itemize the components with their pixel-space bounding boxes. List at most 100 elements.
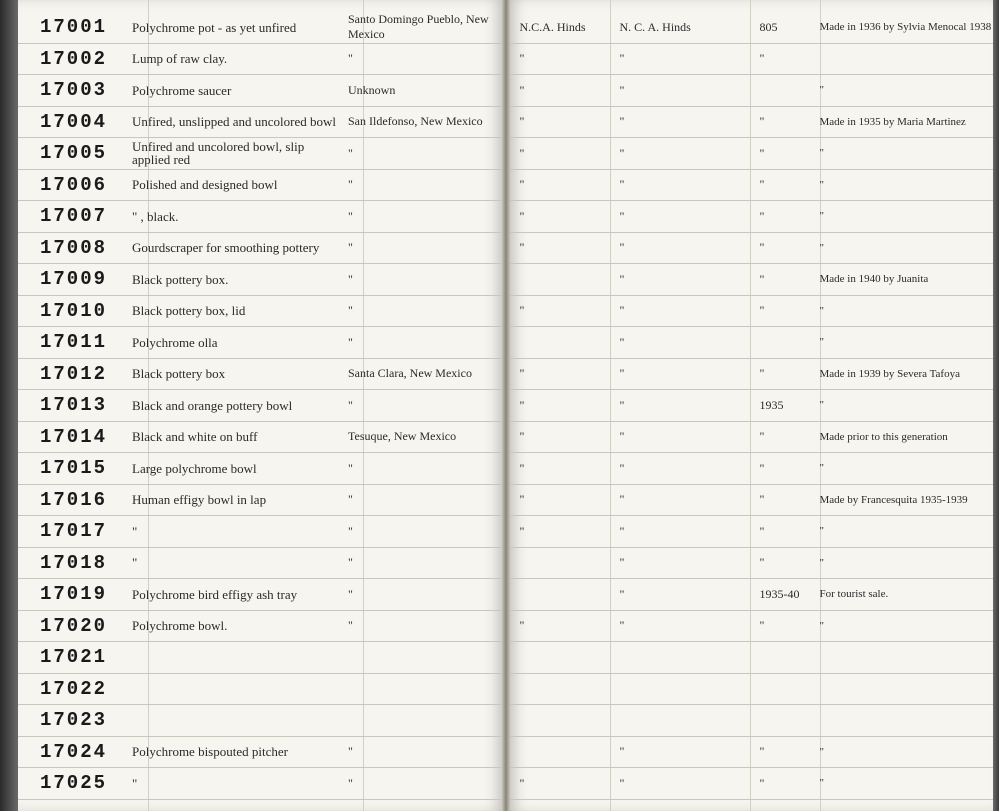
ledger-row xyxy=(510,642,994,674)
collector-col: " xyxy=(520,492,620,507)
catalog-number: 17011 xyxy=(40,331,132,353)
donor-col: " xyxy=(620,51,760,66)
ledger-row: ""Made in 1940 by Juanita xyxy=(510,264,994,296)
catalog-number: 17005 xyxy=(40,142,132,164)
ledger-row: """" xyxy=(510,768,994,800)
item-locality: " xyxy=(348,209,498,224)
ledger-row: ""1935" xyxy=(510,390,994,422)
collector-col: " xyxy=(520,461,620,476)
donor-col: " xyxy=(620,303,760,318)
item-description: Black pottery box. xyxy=(132,273,348,286)
donor-col: " xyxy=(620,177,760,192)
donor-col: " xyxy=(620,524,760,539)
collector-col: N.C.A. Hinds xyxy=(520,20,620,35)
ledger-row: 17014Black and white on buffTesuque, New… xyxy=(18,422,502,454)
remarks-col: " xyxy=(820,179,994,191)
ledger-row: 17013Black and orange pottery bowl" xyxy=(18,390,502,422)
collector-col: " xyxy=(520,83,620,98)
item-description: Polychrome pot - as yet unfired xyxy=(132,21,348,34)
date-col: " xyxy=(760,366,820,381)
item-description: Black pottery box xyxy=(132,367,348,380)
ledger-row: 17025"" xyxy=(18,768,502,800)
ledger-book: 17001Polychrome pot - as yet unfiredSant… xyxy=(0,0,999,811)
collector-col: " xyxy=(520,776,620,791)
item-description: Polychrome olla xyxy=(132,336,348,349)
ledger-row: N.C.A. HindsN. C. A. Hinds805Made in 193… xyxy=(510,12,994,44)
right-edge xyxy=(993,0,999,811)
ledger-row: """" xyxy=(510,516,994,548)
ledger-row: 17016Human effigy bowl in lap" xyxy=(18,485,502,517)
item-description: " , black. xyxy=(132,210,348,223)
ledger-row xyxy=(510,674,994,706)
item-locality: " xyxy=(348,240,498,255)
right-page: N.C.A. HindsN. C. A. Hinds805Made in 193… xyxy=(510,0,994,811)
catalog-number: 17019 xyxy=(40,583,132,605)
ledger-row: 17024Polychrome bispouted pitcher" xyxy=(18,737,502,769)
item-locality: Santa Clara, New Mexico xyxy=(348,366,498,381)
remarks-col: " xyxy=(820,620,994,632)
item-description: Polychrome bird effigy ash tray xyxy=(132,588,348,601)
item-locality: " xyxy=(348,524,498,539)
item-description: Black pottery box, lid xyxy=(132,304,348,317)
date-col: " xyxy=(760,303,820,318)
remarks-col: " xyxy=(820,84,994,96)
date-col: " xyxy=(760,461,820,476)
item-description: Polychrome bowl. xyxy=(132,619,348,632)
ledger-row: 17010Black pottery box, lid" xyxy=(18,296,502,328)
item-description: Polychrome saucer xyxy=(132,84,348,97)
item-locality: " xyxy=(348,587,498,602)
remarks-col: " xyxy=(820,777,994,789)
date-col: " xyxy=(760,618,820,633)
item-locality: " xyxy=(348,461,498,476)
ledger-row: 17018"" xyxy=(18,548,502,580)
ledger-row: "" xyxy=(510,327,994,359)
remarks-col: " xyxy=(820,462,994,474)
item-locality: " xyxy=(348,555,498,570)
catalog-number: 17012 xyxy=(40,363,132,385)
collector-col: " xyxy=(520,51,620,66)
ledger-row: """Made in 1935 by Maria Martinez xyxy=(510,107,994,139)
ledger-row: 17015Large polychrome bowl" xyxy=(18,453,502,485)
donor-col: " xyxy=(620,209,760,224)
donor-col: " xyxy=(620,114,760,129)
date-col: " xyxy=(760,429,820,444)
donor-col: " xyxy=(620,398,760,413)
item-locality: " xyxy=(348,303,498,318)
remarks-col: " xyxy=(820,525,994,537)
ledger-row: 17021 xyxy=(18,642,502,674)
ledger-row: 17006Polished and designed bowl" xyxy=(18,170,502,202)
catalog-number: 17008 xyxy=(40,237,132,259)
ledger-row: 17017"" xyxy=(18,516,502,548)
remarks-col: Made in 1939 by Severa Tafoya xyxy=(820,368,994,380)
date-col: " xyxy=(760,51,820,66)
date-col: " xyxy=(760,177,820,192)
book-gutter xyxy=(502,0,510,811)
catalog-number: 17003 xyxy=(40,79,132,101)
item-description: Black and white on buff xyxy=(132,430,348,443)
item-description: " xyxy=(132,777,348,790)
ledger-row: 17012Black pottery boxSanta Clara, New M… xyxy=(18,359,502,391)
remarks-col: " xyxy=(820,147,994,159)
ledger-row: 17008Gourdscraper for smoothing pottery" xyxy=(18,233,502,265)
ledger-row: """ xyxy=(510,44,994,76)
remarks-col: " xyxy=(820,399,994,411)
catalog-number: 17021 xyxy=(40,646,132,668)
ledger-row: 17011Polychrome olla" xyxy=(18,327,502,359)
ledger-row: 17003Polychrome saucerUnknown xyxy=(18,75,502,107)
donor-col: " xyxy=(620,335,760,350)
item-description: " xyxy=(132,556,348,569)
donor-col: " xyxy=(620,587,760,602)
item-locality: " xyxy=(348,177,498,192)
item-locality: Tesuque, New Mexico xyxy=(348,429,498,444)
donor-col: " xyxy=(620,272,760,287)
catalog-number: 17013 xyxy=(40,394,132,416)
catalog-number: 17002 xyxy=(40,48,132,70)
ledger-row: """ xyxy=(510,75,994,107)
catalog-number: 17018 xyxy=(40,552,132,574)
donor-col: " xyxy=(620,492,760,507)
donor-col: " xyxy=(620,776,760,791)
left-binding xyxy=(0,0,18,811)
item-description: Polychrome bispouted pitcher xyxy=(132,745,348,758)
date-col: " xyxy=(760,146,820,161)
remarks-col: Made prior to this generation xyxy=(820,431,994,443)
